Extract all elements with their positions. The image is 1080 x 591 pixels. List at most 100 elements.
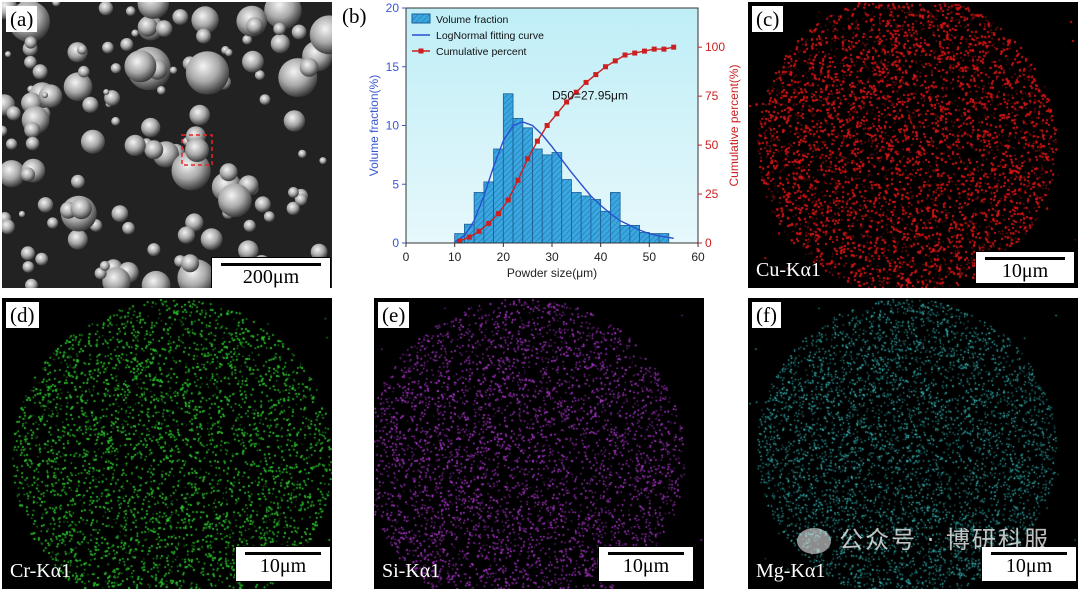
volume-fraction-bar — [639, 232, 650, 244]
powder-particle — [298, 149, 307, 159]
powder-particle — [264, 2, 302, 29]
cumulative-point — [564, 99, 570, 105]
powder-particle — [242, 50, 264, 73]
powder-particle — [25, 278, 38, 288]
powder-particle — [32, 64, 48, 80]
powder-particle — [270, 34, 290, 54]
panel-c-scale-text: 10μm — [1001, 260, 1049, 282]
powder-particle — [38, 84, 63, 108]
cumulative-point — [583, 79, 589, 85]
cumulative-point — [641, 48, 647, 54]
powder-particle — [294, 193, 308, 206]
y2-tick-label: 50 — [705, 138, 719, 152]
powder-particle — [288, 187, 299, 198]
powder-particle — [4, 51, 12, 58]
panel-d-scale-text: 10μm — [259, 555, 307, 577]
powder-particle — [259, 94, 271, 105]
si-element-map — [374, 298, 704, 589]
watermark: 公众号 · 博研科服 — [797, 520, 1050, 555]
powder-particle — [157, 86, 166, 95]
panel-e-element-label: Si-Kα1 — [382, 560, 441, 582]
powder-particle — [291, 24, 307, 40]
panel-c-element-label: Cu-Kα1 — [756, 259, 821, 281]
powder-particle — [242, 34, 253, 45]
y2-tick-label: 100 — [705, 40, 725, 54]
cumulative-point — [544, 123, 550, 128]
powder-particle — [131, 29, 139, 37]
volume-fraction-bar — [658, 233, 670, 244]
panel-f-element-label: Mg-Kα1 — [756, 560, 826, 582]
panel-d-scale-bar: 10μm — [235, 546, 331, 582]
powder-particle — [273, 22, 286, 36]
panel-f-scale-bar: 10μm — [981, 546, 1077, 582]
scale-bar-line — [608, 552, 684, 555]
powder-particle — [20, 167, 35, 182]
panel-a-label: (a) — [6, 6, 38, 32]
powder-particle — [102, 41, 114, 54]
powder-particle — [6, 106, 21, 121]
sem-particles — [2, 2, 332, 288]
x-tick-label: 20 — [497, 250, 511, 264]
scale-bar-line — [221, 263, 321, 266]
powder-particle — [147, 243, 161, 257]
volume-fraction-bar — [600, 210, 611, 244]
powder-particle — [24, 55, 37, 69]
d50-annotation: D50=27.95μm — [552, 89, 628, 103]
powder-particle — [99, 260, 110, 271]
powder-particle — [286, 201, 300, 215]
powder-particle — [172, 9, 189, 25]
powder-particle — [155, 20, 173, 37]
cumulative-point — [505, 197, 511, 203]
panel-c-label: (c) — [752, 6, 784, 32]
cumulative-point — [486, 220, 492, 226]
panel-a-sem-image: (a) 200μm — [2, 2, 332, 288]
powder-particle — [299, 58, 319, 77]
powder-particle — [111, 116, 120, 126]
cumulative-point — [593, 72, 599, 78]
powder-particle — [181, 254, 200, 273]
legend-volume-label: Volume fraction — [436, 14, 509, 26]
powder-particle — [52, 2, 61, 7]
cumulative-point — [554, 111, 560, 117]
powder-particle — [169, 66, 178, 75]
powder-particle — [191, 6, 219, 34]
y2-tick-label: 0 — [705, 236, 712, 250]
panel-e-si-map: (e) Si-Kα1 10μm — [374, 298, 704, 589]
panel-e-scale-bar: 10μm — [598, 546, 694, 582]
powder-particle — [219, 163, 238, 182]
volume-fraction-bar — [551, 152, 563, 244]
powder-particle — [125, 6, 136, 16]
powder-particle — [238, 240, 259, 261]
powder-particle — [310, 243, 328, 261]
panel-f-scale-text: 10μm — [1005, 555, 1053, 577]
cumulative-point — [622, 52, 628, 58]
cumulative-point — [603, 64, 609, 70]
cumulative-point — [632, 50, 638, 56]
powder-particle — [177, 226, 195, 244]
powder-particle — [124, 50, 157, 83]
powder-particle — [2, 125, 8, 137]
powder-particle — [18, 210, 26, 218]
volume-fraction-bar — [532, 148, 543, 244]
powder-particle — [24, 36, 37, 49]
powder-particle — [185, 51, 230, 95]
powder-particle — [137, 2, 170, 19]
powder-particle — [218, 183, 252, 218]
legend-fit-label: LogNormal fitting curve — [436, 30, 544, 42]
cumulative-point — [534, 138, 540, 144]
panel-c-cu-map: (c) Cu-Kα1 10μm — [748, 2, 1078, 288]
powder-particle — [41, 92, 49, 99]
panel-a-scale-bar: 200μm — [211, 257, 331, 288]
panel-f-label: (f) — [752, 302, 781, 328]
powder-particle — [2, 160, 26, 188]
powder-particle — [246, 17, 264, 35]
powder-particle — [82, 96, 99, 113]
scale-bar-line — [245, 552, 321, 555]
panel-d-cr-map: (d) Cr-Kα1 10μm — [2, 298, 332, 589]
scale-bar-line — [991, 552, 1067, 555]
powder-particle — [309, 15, 332, 55]
cumulative-point — [476, 228, 482, 234]
x-tick-label: 10 — [448, 250, 462, 264]
powder-particle — [35, 252, 49, 266]
